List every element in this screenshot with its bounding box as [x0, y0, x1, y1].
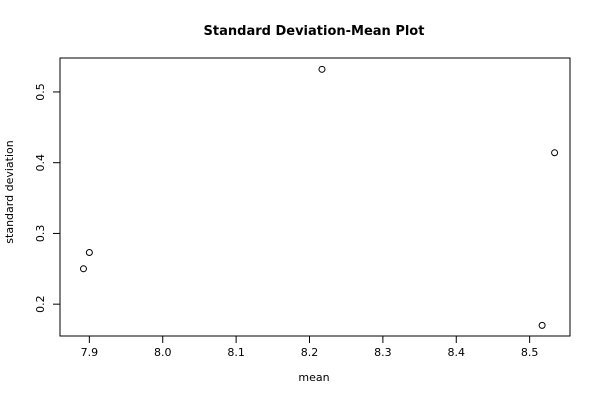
y-tick-label: 0.3 — [34, 225, 47, 243]
data-point — [79, 265, 87, 273]
chart-title: Standard Deviation-Mean Plot — [204, 24, 425, 39]
y-tick-label: 0.4 — [34, 154, 47, 172]
data-point — [551, 149, 559, 157]
y-tick-label: 0.5 — [34, 83, 47, 101]
x-tick-label: 8.3 — [374, 346, 392, 359]
x-tick-label: 8.5 — [521, 346, 539, 359]
x-tick-label: 8.4 — [448, 346, 466, 359]
data-point — [85, 249, 93, 257]
y-tick-label: 0.2 — [34, 295, 47, 313]
x-tick-label: 7.9 — [81, 346, 99, 359]
x-tick-label: 8.0 — [154, 346, 172, 359]
x-axis: 7.9 8.0 8.1 8.2 8.3 8.4 8.5 — [81, 335, 539, 359]
y-axis-title: standard deviation — [3, 140, 16, 243]
x-axis-title: mean — [298, 371, 329, 384]
x-tick-label: 8.2 — [301, 346, 319, 359]
data-point — [538, 321, 546, 329]
x-tick-label: 8.1 — [227, 346, 245, 359]
data-points — [79, 65, 559, 329]
plot-area — [59, 57, 571, 337]
data-point — [318, 65, 326, 73]
y-axis: 0.2 0.3 0.4 0.5 — [34, 83, 61, 313]
